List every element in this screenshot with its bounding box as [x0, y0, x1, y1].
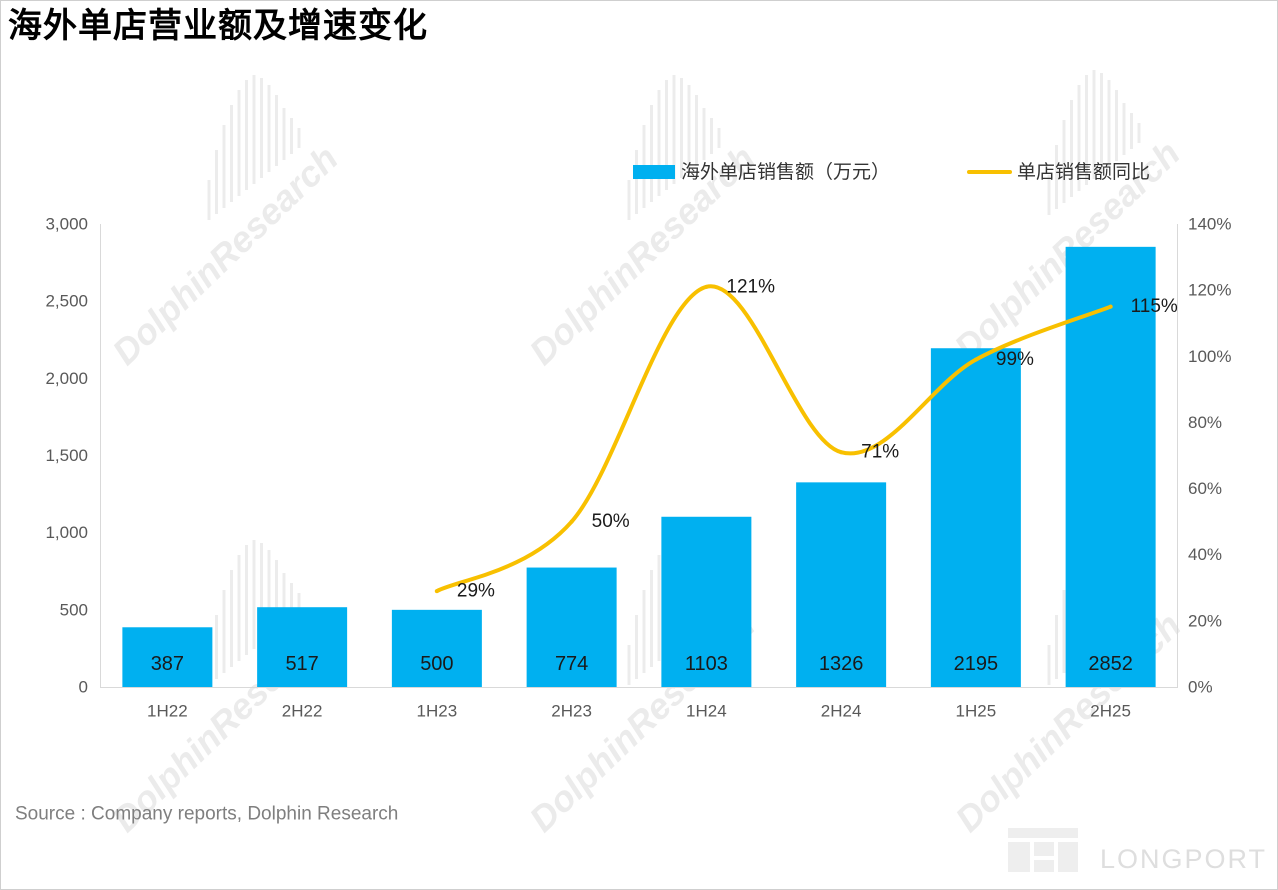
- x-tick-label-2h23: 2H23: [551, 702, 592, 721]
- bar-2h24: [796, 482, 887, 687]
- x-tick-label-1h25: 1H25: [956, 702, 997, 721]
- y-tick-label: 2,500: [45, 292, 88, 311]
- y-tick-label: 3,000: [45, 215, 88, 234]
- line-series: [434, 284, 1113, 594]
- legend-bar-label: 海外单店销售额（万元）: [681, 161, 890, 183]
- bar-2h25: [1065, 246, 1156, 687]
- yoy-value-label-2h23: 50%: [592, 511, 630, 532]
- y2-tick-label: 80%: [1188, 413, 1222, 432]
- watermark-text-layer: DolphinResearch DolphinResearch DolphinR…: [104, 132, 1188, 839]
- y-tick-label: 0: [79, 678, 88, 697]
- source-note: Source : Company reports, Dolphin Resear…: [15, 804, 398, 825]
- bar-value-label-1h25: 2195: [954, 653, 999, 675]
- y2-tick-label: 60%: [1188, 479, 1222, 498]
- yoy-value-label-2h24: 71%: [861, 442, 899, 463]
- longport-logo-text: LONGPORT: [1100, 844, 1267, 874]
- y2-tick-label: 100%: [1188, 347, 1231, 366]
- bar-1h24: [661, 516, 752, 687]
- bar-1h22: [122, 627, 213, 687]
- x-tick-label-1h24: 1H24: [686, 702, 727, 721]
- yoy-point-1h24: [704, 284, 709, 289]
- y2-tick-label: 20%: [1188, 611, 1222, 630]
- legend: 海外单店销售额（万元） 单店销售额同比: [633, 161, 1150, 183]
- yoy-point-2h24: [839, 450, 844, 455]
- y-tick-label: 500: [60, 600, 88, 619]
- longport-logo: LONGPORT: [1008, 828, 1267, 874]
- y-tick-label: 2,000: [45, 369, 88, 388]
- bar-value-label-2h22: 517: [285, 653, 318, 675]
- x-tick-label-1h22: 1H22: [147, 702, 188, 721]
- yoy-value-label-1h25: 99%: [996, 349, 1034, 370]
- yoy-point-1h23: [434, 589, 439, 594]
- bar-1h25: [930, 348, 1021, 687]
- bar-2h23: [526, 567, 617, 687]
- bar-series: [122, 246, 1156, 687]
- legend-line-label: 单店销售额同比: [1017, 161, 1150, 183]
- bar-value-label-2h25: 2852: [1088, 653, 1133, 675]
- bar-value-label-1h23: 500: [420, 653, 453, 675]
- bar-2h22: [257, 607, 348, 687]
- bar-value-label-1h22: 387: [151, 653, 184, 675]
- legend-bar-swatch: [633, 165, 675, 179]
- yoy-point-1h25: [973, 357, 978, 362]
- longport-logo-icon: [1008, 828, 1078, 872]
- axes: 0 500 1,000 1,500 2,000 2,500 3,000 0% 20% 40% 60%…: [45, 215, 1231, 721]
- x-tick-label-1h23: 1H23: [417, 702, 458, 721]
- x-tick-label-2h22: 2H22: [282, 702, 323, 721]
- bar-value-label-2h24: 1326: [819, 653, 864, 675]
- y-tick-label: 1,500: [45, 446, 88, 465]
- x-tick-label-2h25: 2H25: [1090, 702, 1131, 721]
- data-labels: 387 517 500 774 1103 1326 2195 2852 29% 50% 121% 71…: [151, 276, 1178, 675]
- y2-tick-label: 140%: [1188, 215, 1231, 234]
- yoy-value-label-2h25: 115%: [1131, 296, 1178, 317]
- y2-tick-label: 0%: [1188, 678, 1213, 697]
- chart-title: 海外单店营业额及增速变化: [8, 6, 428, 46]
- y2-tick-label: 40%: [1188, 545, 1222, 564]
- bar-value-label-2h23: 774: [555, 653, 588, 675]
- yoy-value-label-1h23: 29%: [457, 581, 495, 602]
- x-tick-label-2h24: 2H24: [821, 702, 862, 721]
- yoy-point-2h25: [1108, 304, 1113, 309]
- y2-tick-label: 120%: [1188, 281, 1231, 300]
- yoy-point-2h23: [569, 519, 574, 524]
- yoy-value-label-1h24: 121%: [726, 276, 775, 297]
- bar-1h23: [391, 609, 482, 687]
- y-tick-label: 1,000: [45, 523, 88, 542]
- bar-value-label-1h24: 1103: [685, 653, 728, 675]
